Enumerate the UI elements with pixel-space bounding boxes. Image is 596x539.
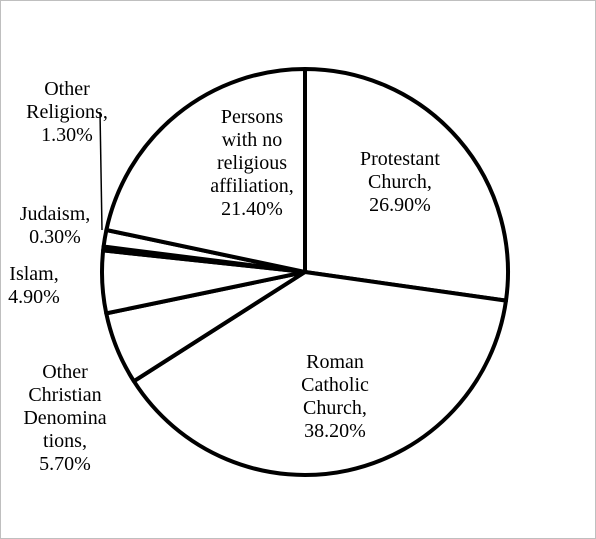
leader-lines <box>99 111 103 231</box>
slice-labels: Protestant Church, 26.90% Roman Catholic Chur… <box>8 78 440 475</box>
label-protestant-church: Protestant Church, 26.90% <box>360 148 440 216</box>
label-islam: Islam, 4.90% <box>8 263 60 308</box>
leader-line-other-religions <box>99 111 103 231</box>
label-persons-with-no-religious-affiliation: Persons with no religious affiliation, 21.40… <box>210 106 294 220</box>
label-other-christian-denominations: Other Christian Denomina tions, 5.70% <box>23 361 106 475</box>
label-roman-catholic-church: Roman Catholic Church, 38.20% <box>301 351 369 442</box>
label-judaism: Judaism, 0.30% <box>20 203 91 248</box>
slice-protestant-church <box>303 67 510 303</box>
pie-slices <box>100 67 510 477</box>
label-other-religions: Other Religions, 1.30% <box>26 78 108 146</box>
slice-persons-with-no-religious-affiliation <box>104 67 307 274</box>
